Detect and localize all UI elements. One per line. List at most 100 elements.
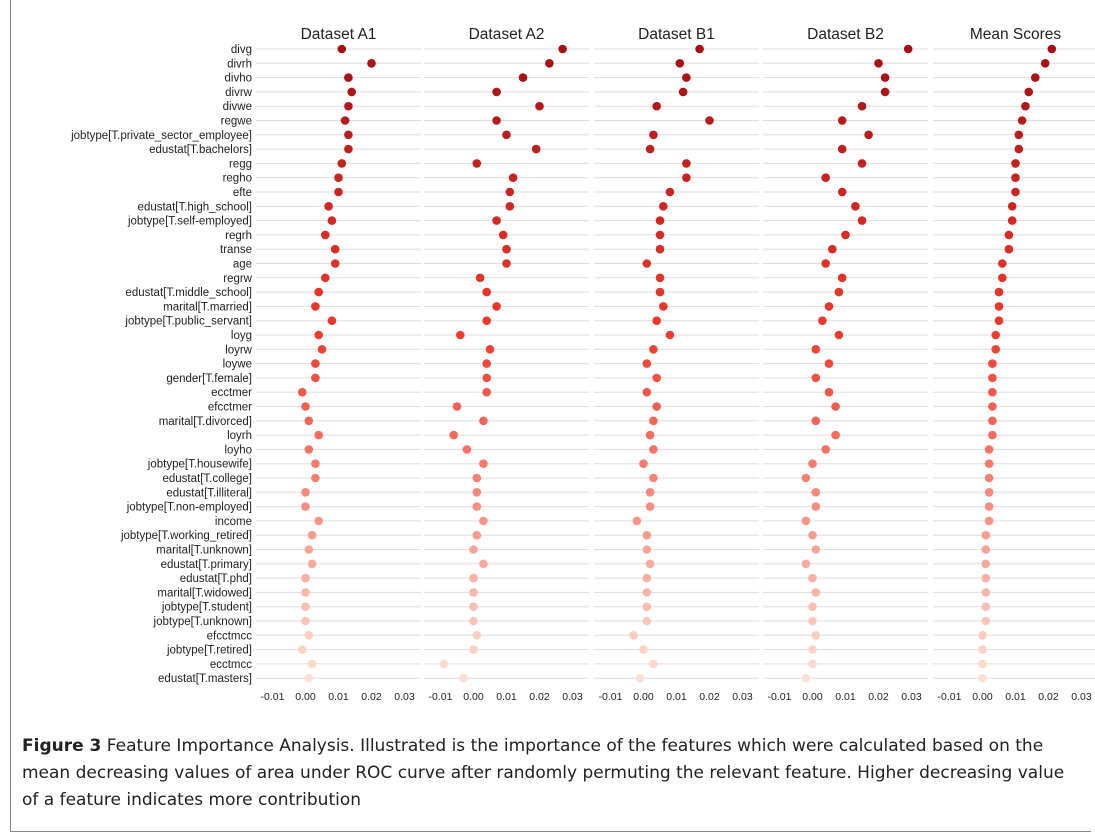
data-point	[502, 244, 511, 254]
data-point	[1047, 44, 1057, 54]
panel-title: Dataset B2	[807, 26, 884, 43]
data-point	[472, 159, 482, 168]
x-tick-label: 0.00	[633, 691, 654, 703]
data-point	[340, 116, 350, 125]
data-point	[452, 402, 462, 411]
feature-label: jobtype[T.public_servant]	[124, 316, 252, 328]
feature-label: gender[T.female]	[166, 373, 252, 385]
data-point	[695, 44, 704, 54]
data-point	[645, 502, 655, 511]
data-point	[1004, 230, 1014, 240]
data-point	[978, 631, 987, 640]
data-point	[705, 116, 714, 125]
data-point	[811, 488, 821, 497]
feature-label: regg	[229, 158, 252, 170]
feature-label: loyrh	[227, 430, 252, 442]
data-point	[649, 345, 658, 354]
data-point	[304, 445, 314, 454]
data-point	[321, 230, 330, 240]
data-point	[1011, 187, 1020, 197]
data-point	[801, 559, 811, 569]
data-point	[678, 87, 688, 97]
x-tick-label: -0.01	[768, 691, 792, 703]
data-point	[821, 173, 830, 182]
data-point	[978, 673, 987, 683]
figure-caption-text: Feature Importance Analysis. Illustrated…	[22, 736, 1065, 810]
data-point	[652, 101, 661, 111]
panel-title: Dataset A2	[469, 26, 545, 43]
data-point	[324, 202, 333, 211]
data-point	[508, 173, 518, 182]
figure-caption: Figure 3 Feature Importance Analysis. Il…	[22, 733, 1082, 814]
data-point	[984, 502, 994, 511]
caption-box	[10, 707, 1091, 832]
data-point	[327, 216, 337, 225]
data-point	[824, 302, 834, 311]
data-point	[1007, 216, 1017, 225]
data-point	[675, 59, 685, 68]
data-point	[531, 144, 541, 154]
data-point	[311, 302, 320, 311]
data-point	[1004, 244, 1014, 254]
feature-label: edustat[T.bachelors]	[149, 144, 252, 156]
data-point	[837, 273, 847, 283]
x-tick-label: 0.03	[732, 691, 753, 703]
data-point	[880, 87, 890, 97]
data-point	[502, 130, 511, 140]
feature-label: loyho	[225, 444, 253, 456]
data-point	[482, 287, 492, 297]
data-point	[665, 187, 675, 197]
data-point	[330, 259, 340, 268]
data-point	[808, 573, 817, 583]
feature-label: divrw	[225, 87, 253, 99]
feature-label: divrh	[227, 58, 252, 70]
feature-label: efcctmer	[208, 402, 252, 414]
x-tick-label: 0.02	[699, 691, 720, 703]
data-point	[652, 402, 661, 411]
data-point	[642, 616, 652, 626]
data-point	[649, 445, 658, 454]
data-point	[824, 387, 834, 397]
data-point	[988, 416, 997, 426]
data-point	[645, 430, 655, 440]
data-point	[482, 359, 492, 368]
data-point	[994, 287, 1004, 297]
data-point	[649, 659, 658, 669]
data-point	[981, 602, 991, 611]
data-point	[307, 530, 317, 540]
data-point	[811, 631, 821, 640]
data-point	[645, 559, 655, 569]
data-point	[801, 516, 811, 526]
data-point	[645, 488, 655, 497]
data-point	[682, 173, 691, 182]
data-point	[301, 502, 310, 511]
data-point	[469, 545, 478, 554]
data-point	[535, 101, 544, 111]
data-point	[655, 216, 665, 225]
data-point	[469, 645, 478, 654]
data-point	[984, 516, 994, 526]
data-point	[665, 330, 675, 340]
feature-label: ecctmcc	[210, 659, 252, 671]
x-tick-label: 0.02	[1038, 691, 1059, 703]
data-point	[492, 216, 501, 225]
data-point	[297, 387, 307, 397]
data-point	[311, 373, 320, 383]
data-point	[655, 287, 665, 297]
x-tick-label: 0.01	[666, 691, 687, 703]
feature-label: marital[T.married]	[163, 301, 252, 313]
data-point	[639, 459, 648, 469]
data-point	[482, 387, 492, 397]
data-point	[314, 330, 324, 340]
data-point	[991, 345, 1000, 354]
data-point	[492, 116, 501, 125]
data-point	[811, 545, 821, 554]
data-point	[652, 373, 661, 383]
data-point	[831, 430, 840, 440]
data-point	[518, 73, 528, 82]
data-point	[903, 44, 913, 54]
data-point	[1014, 130, 1024, 140]
data-point	[1007, 202, 1017, 211]
data-point	[652, 316, 661, 326]
data-point	[649, 130, 658, 140]
